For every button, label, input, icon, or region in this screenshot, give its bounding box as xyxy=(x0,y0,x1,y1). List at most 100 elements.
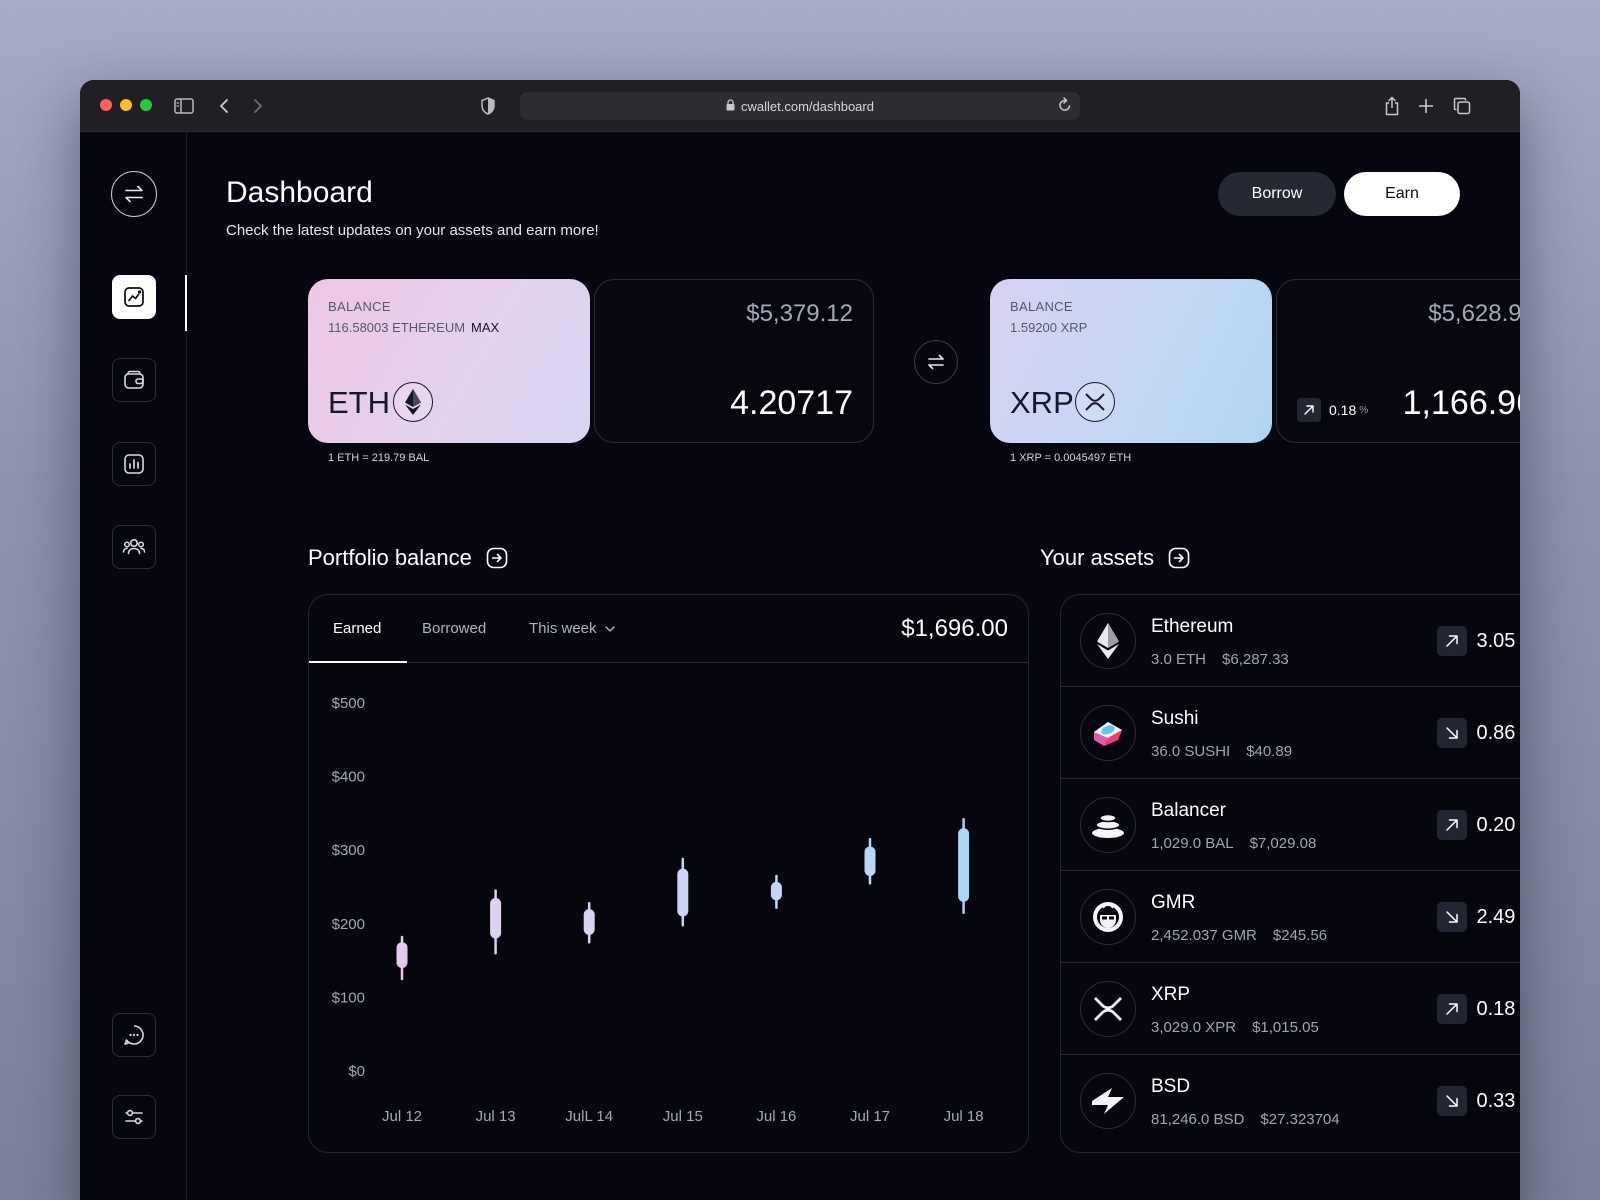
asset-meta: 3,029.0 XPR $1,015.05 xyxy=(1151,1019,1319,1036)
asset-row-bsd[interactable]: BSD 81,246.0 BSD$27.323704 0.33% xyxy=(1061,1055,1520,1147)
from-value-box[interactable]: $5,379.12 4.20717 xyxy=(594,279,874,443)
close-window-button[interactable] xyxy=(100,99,112,111)
quantity-value: 4.20717 xyxy=(730,384,853,422)
change-indicator: 0.18% xyxy=(1297,398,1368,422)
usd-value: $5,628.92 xyxy=(1428,300,1520,327)
y-tick-label: $200 xyxy=(332,916,365,933)
balance-amount: 1.59200 XRP xyxy=(1010,320,1088,335)
max-button[interactable]: MAX xyxy=(471,320,500,335)
browser-window: cwallet.com/dashboard xyxy=(80,80,1520,1200)
sidebar-item-analytics[interactable] xyxy=(112,442,156,486)
arrow-down-right-icon xyxy=(1436,1086,1467,1116)
y-tick-label: $400 xyxy=(332,769,365,786)
candle-body[interactable] xyxy=(490,898,502,939)
borrow-button[interactable]: Borrow xyxy=(1218,172,1336,216)
asset-change: 0.18% xyxy=(1436,994,1520,1024)
chevron-down-icon xyxy=(604,625,615,632)
assets-section-title: Your assets xyxy=(1040,545,1190,571)
balance-label: BALANCE xyxy=(328,299,391,314)
candle-body[interactable] xyxy=(864,846,876,876)
asset-row-xrp[interactable]: XRP 3,029.0 XPR$1,015.05 0.18% xyxy=(1061,963,1520,1055)
lock-icon xyxy=(726,98,735,114)
usd-value: $5,379.12 xyxy=(746,300,853,327)
exchange-rate-to: 1 XRP = 0.0045497 ETH xyxy=(1010,452,1132,464)
asset-name: XRP xyxy=(1151,984,1191,1005)
bsd-icon xyxy=(1080,1073,1136,1129)
sidebar-item-community[interactable] xyxy=(112,525,156,569)
arrow-up-right-icon xyxy=(1436,626,1467,656)
tab-earned[interactable]: Earned xyxy=(333,620,382,637)
arrow-up-right-icon xyxy=(1436,810,1467,840)
swap-icon xyxy=(125,185,143,203)
bar-chart-icon xyxy=(124,454,144,474)
asset-change: 3.05% xyxy=(1436,626,1520,656)
sidebar-item-dashboard[interactable] xyxy=(112,275,156,319)
privacy-shield-icon[interactable] xyxy=(476,94,500,118)
candle-body[interactable] xyxy=(396,942,408,968)
to-value-box[interactable]: $5,628.92 0.18% 1,166.96 xyxy=(1276,279,1520,443)
from-balance-card[interactable]: BALANCE 116.58003 ETHEREUM MAX ETH xyxy=(308,279,590,443)
candle-body[interactable] xyxy=(677,868,689,917)
gmr-icon xyxy=(1080,889,1136,945)
portfolio-section-title: Portfolio balance xyxy=(308,545,508,571)
asset-row-ethereum[interactable]: Ethereum 3.0 ETH$6,287.33 3.05% xyxy=(1061,595,1520,687)
chat-icon xyxy=(124,1025,144,1045)
back-icon[interactable] xyxy=(212,94,236,118)
forward-icon[interactable] xyxy=(246,94,270,118)
chart-line-icon xyxy=(124,287,144,307)
open-arrow-icon[interactable] xyxy=(1168,547,1190,569)
app-sidebar xyxy=(80,132,187,1200)
asset-meta: 1,029.0 BAL $7,029.08 xyxy=(1151,835,1317,852)
ticker-label: ETH xyxy=(328,385,390,420)
arrow-down-right-icon xyxy=(1436,902,1467,932)
asset-name: Sushi xyxy=(1151,708,1199,729)
asset-row-gmr[interactable]: GMR 2,452.037 GMR$245.56 2.49% xyxy=(1061,871,1520,963)
sidebar-item-wallet[interactable] xyxy=(112,358,156,402)
sidebar-toggle-icon[interactable] xyxy=(172,94,196,118)
to-balance-card[interactable]: BALANCE 1.59200 XRP XRP xyxy=(990,279,1272,443)
balance-label: BALANCE xyxy=(1010,299,1073,314)
tab-overview-icon[interactable] xyxy=(1450,94,1474,118)
x-tick-label: Jul 12 xyxy=(382,1108,422,1125)
asset-row-balancer[interactable]: Balancer 1,029.0 BAL$7,029.08 0.20% xyxy=(1061,779,1520,871)
exchange-rate-from: 1 ETH = 219.79 BAL xyxy=(328,452,430,464)
period-dropdown[interactable]: This week xyxy=(529,620,615,637)
asset-change: 2.49% xyxy=(1436,902,1520,932)
asset-change: 0.33% xyxy=(1436,1086,1520,1116)
asset-meta: 36.0 SUSHI $40.89 xyxy=(1151,743,1293,760)
url-text: cwallet.com/dashboard xyxy=(741,98,874,114)
new-tab-icon[interactable] xyxy=(1414,94,1438,118)
x-tick-label: Jul 18 xyxy=(944,1108,984,1125)
asset-row-sushi[interactable]: Sushi 36.0 SUSHI$40.89 0.86% xyxy=(1061,687,1520,779)
swap-icon xyxy=(928,354,944,370)
candle-body[interactable] xyxy=(583,909,595,935)
asset-meta: 81,246.0 BSD $27.323704 xyxy=(1151,1111,1340,1128)
y-tick-label: $100 xyxy=(332,989,365,1006)
candlestick-chart: $500 $400 $300 $200 $100 $0 Jul 12 Jul 13 JulL 1… xyxy=(332,695,984,1125)
asset-name: Balancer xyxy=(1151,800,1226,821)
tab-borrowed[interactable]: Borrowed xyxy=(422,620,487,637)
sushi-icon xyxy=(1080,705,1136,761)
chart-tabs: Earned Borrowed This week $1,696.00 xyxy=(309,595,1028,663)
sidebar-item-chat[interactable] xyxy=(112,1013,156,1057)
swap-direction-button[interactable] xyxy=(914,340,958,384)
active-indicator xyxy=(185,275,187,331)
reload-icon[interactable] xyxy=(1058,97,1072,116)
swap-nav-button[interactable] xyxy=(111,171,157,217)
candle-body[interactable] xyxy=(770,881,782,901)
address-bar[interactable]: cwallet.com/dashboard xyxy=(520,92,1080,120)
open-arrow-icon[interactable] xyxy=(486,547,508,569)
portfolio-chart-card: Earned Borrowed This week $1,696.00 $500… xyxy=(308,594,1029,1153)
candle-body[interactable] xyxy=(958,828,970,902)
share-icon[interactable] xyxy=(1380,94,1404,118)
asset-name: GMR xyxy=(1151,892,1196,913)
minimize-window-button[interactable] xyxy=(120,99,132,111)
y-tick-label: $500 xyxy=(332,695,365,712)
asset-meta: 2,452.037 GMR $245.56 xyxy=(1151,927,1328,944)
earn-button[interactable]: Earn xyxy=(1344,172,1460,216)
change-value: 0.18 xyxy=(1329,402,1357,418)
arrow-up-right-icon xyxy=(1297,398,1321,422)
x-tick-label: Jul 15 xyxy=(663,1108,703,1125)
sidebar-item-settings[interactable] xyxy=(112,1095,156,1139)
maximize-window-button[interactable] xyxy=(140,99,152,111)
